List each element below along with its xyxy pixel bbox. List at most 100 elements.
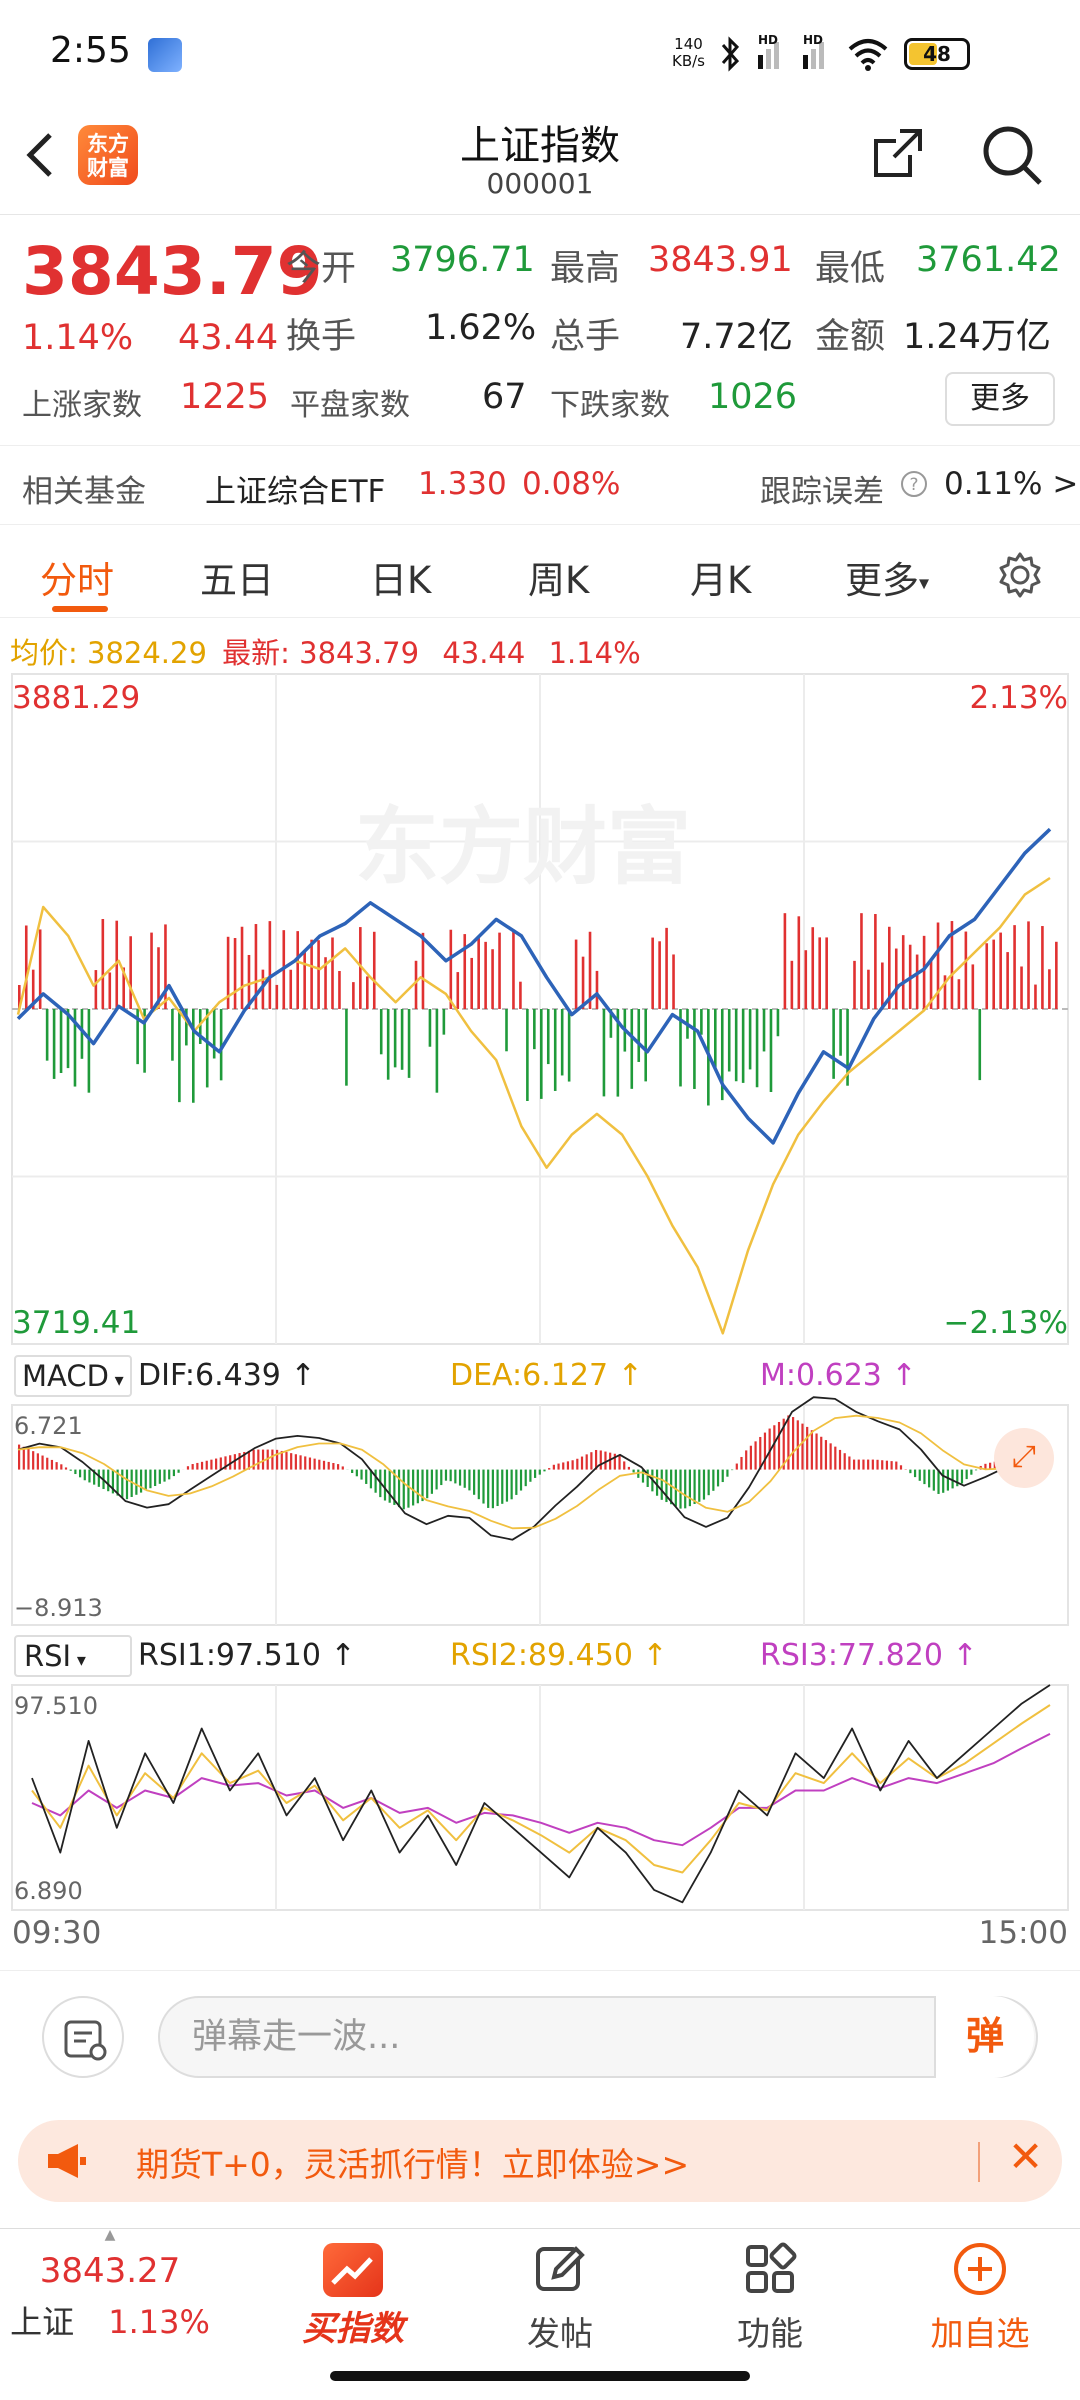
promo-banner[interactable]: 期货T+0，灵活抓行情！立即体验>> ✕ [18, 2120, 1062, 2202]
macd-bar [670, 1469, 673, 1505]
nav-buy-index[interactable]: 买指数 [278, 2229, 428, 2359]
latest-pct: 1.14% [548, 636, 641, 670]
macd-indicator-select[interactable]: MACD ▾ [14, 1355, 132, 1397]
macd-bar [552, 1464, 555, 1470]
macd-bar [899, 1465, 903, 1470]
volume-bar [1013, 925, 1016, 1009]
volume-bar [741, 1009, 745, 1083]
volume-bar [769, 1009, 773, 1092]
search-icon[interactable] [980, 123, 1044, 187]
volume-bar [324, 957, 327, 1009]
bluetooth-icon [721, 36, 740, 72]
volume-bar [714, 1009, 717, 1068]
current-price: 3843.79 [22, 233, 323, 310]
related-fund-row[interactable]: 相关基金 上证综合ETF 1.330 0.08% 跟踪误差 ? 0.11% > [0, 445, 1080, 525]
volume-bar [651, 937, 654, 1009]
tab-five-day[interactable]: 五日 [200, 559, 274, 602]
danmaku-settings-button[interactable] [42, 1996, 124, 2078]
macd-bar [534, 1469, 537, 1478]
macd-bar [402, 1469, 405, 1510]
home-indicator[interactable] [330, 2371, 750, 2381]
fund-name[interactable]: 上证综合ETF [205, 474, 386, 510]
chevron-left-icon [26, 133, 52, 177]
macd-bar [524, 1469, 527, 1487]
macd-bar [435, 1469, 438, 1490]
more-stats-button[interactable]: 更多 [945, 372, 1055, 426]
back-button[interactable] [20, 125, 60, 195]
macd-bar [463, 1469, 466, 1488]
low-label: 最低 [815, 249, 886, 289]
macd-bar [562, 1462, 565, 1470]
macd-bar [684, 1469, 687, 1509]
tab-intraday[interactable]: 分时 [40, 559, 114, 602]
app-logo[interactable]: 东方 财富 [78, 125, 138, 185]
tracking-error-value[interactable]: 0.11% > [944, 466, 1079, 502]
macd-bar [515, 1469, 518, 1495]
macd-bar [843, 1453, 846, 1470]
intraday-chart[interactable]: 3881.29 2.13% 3719.41 −2.13% 东方财富 MACD ▾… [0, 670, 1080, 1960]
volume-bar [881, 962, 884, 1009]
help-icon[interactable]: ? [900, 470, 928, 498]
volume-bar [957, 979, 961, 1009]
settings-gear-icon[interactable] [995, 550, 1045, 600]
volume-bar [734, 1009, 738, 1082]
macd-bar [538, 1469, 541, 1475]
nav-add-watchlist[interactable]: 加自选 [900, 2229, 1060, 2359]
volume-bar [526, 1009, 529, 1101]
volume-bar [567, 1009, 571, 1082]
macd-bar [322, 1460, 326, 1470]
volume-bar [359, 927, 362, 1009]
macd-bar [895, 1461, 898, 1470]
macd-min-label: −8.913 [14, 1594, 103, 1622]
macd-bar [154, 1469, 157, 1487]
volume-bar [505, 1009, 508, 1052]
tab-weekly-k[interactable]: 周K [528, 559, 590, 602]
tab-monthly-k[interactable]: 月K [690, 559, 752, 602]
tab-more[interactable]: 更多▾ [845, 550, 929, 604]
macd-bar [942, 1469, 945, 1493]
nav-post[interactable]: 发帖 [480, 2229, 640, 2359]
share-icon[interactable] [870, 125, 926, 181]
watermark: 东方财富 [355, 798, 692, 896]
volume-bar [602, 1009, 606, 1097]
rsi1-label: RSI1:97.510 ↑ [138, 1638, 356, 1673]
nav-functions[interactable]: 功能 [690, 2229, 850, 2359]
volume-label: 总手 [550, 317, 621, 357]
rsi2-line [31, 1704, 1051, 1874]
volume-bar [352, 982, 355, 1009]
macd-bar [449, 1469, 452, 1482]
expand-icon[interactable]: ⤢ [994, 1428, 1054, 1488]
macd-bar [848, 1456, 851, 1470]
macd-bar [501, 1469, 504, 1504]
volume-bar [1034, 984, 1037, 1009]
volume-bar [254, 924, 258, 1009]
active-tab-indicator [52, 606, 108, 612]
danmaku-input[interactable]: 弹幕走一波... 弹 [158, 1996, 1038, 2078]
volume-bar [372, 931, 376, 1009]
macd-bar [341, 1466, 344, 1470]
volume-bar [748, 1009, 752, 1070]
volume-bar [533, 1009, 536, 1050]
macd-bar [64, 1467, 68, 1470]
volume-bar [546, 1009, 550, 1065]
macd-bar [679, 1469, 682, 1509]
macd-bar [482, 1469, 485, 1504]
change-percent: 1.14% [22, 318, 134, 358]
open-value: 3796.71 [390, 240, 535, 280]
tab-daily-k[interactable]: 日K [370, 559, 432, 602]
wifi-icon [848, 39, 888, 71]
nav-index-quote[interactable]: ▲ 3843.27 上证 1.13% [0, 2227, 220, 2359]
macd-bar [41, 1455, 44, 1470]
nav-index-value: 3843.27 [39, 2251, 181, 2291]
macd-bar [210, 1459, 213, 1470]
volume-bar [630, 1009, 634, 1089]
macd-bar [867, 1459, 870, 1470]
promo-text[interactable]: 期货T+0，灵活抓行情！立即体验>> [136, 2145, 690, 2184]
macd-bar [393, 1469, 396, 1505]
volume-bar [797, 916, 801, 1009]
chart-svg[interactable] [0, 670, 1080, 1960]
rsi-indicator-select[interactable]: RSI ▾ [14, 1635, 132, 1677]
danmaku-send-button[interactable]: 弹 [934, 1996, 1034, 2078]
macd-bar [543, 1469, 546, 1472]
close-icon[interactable]: ✕ [1008, 2132, 1044, 2181]
